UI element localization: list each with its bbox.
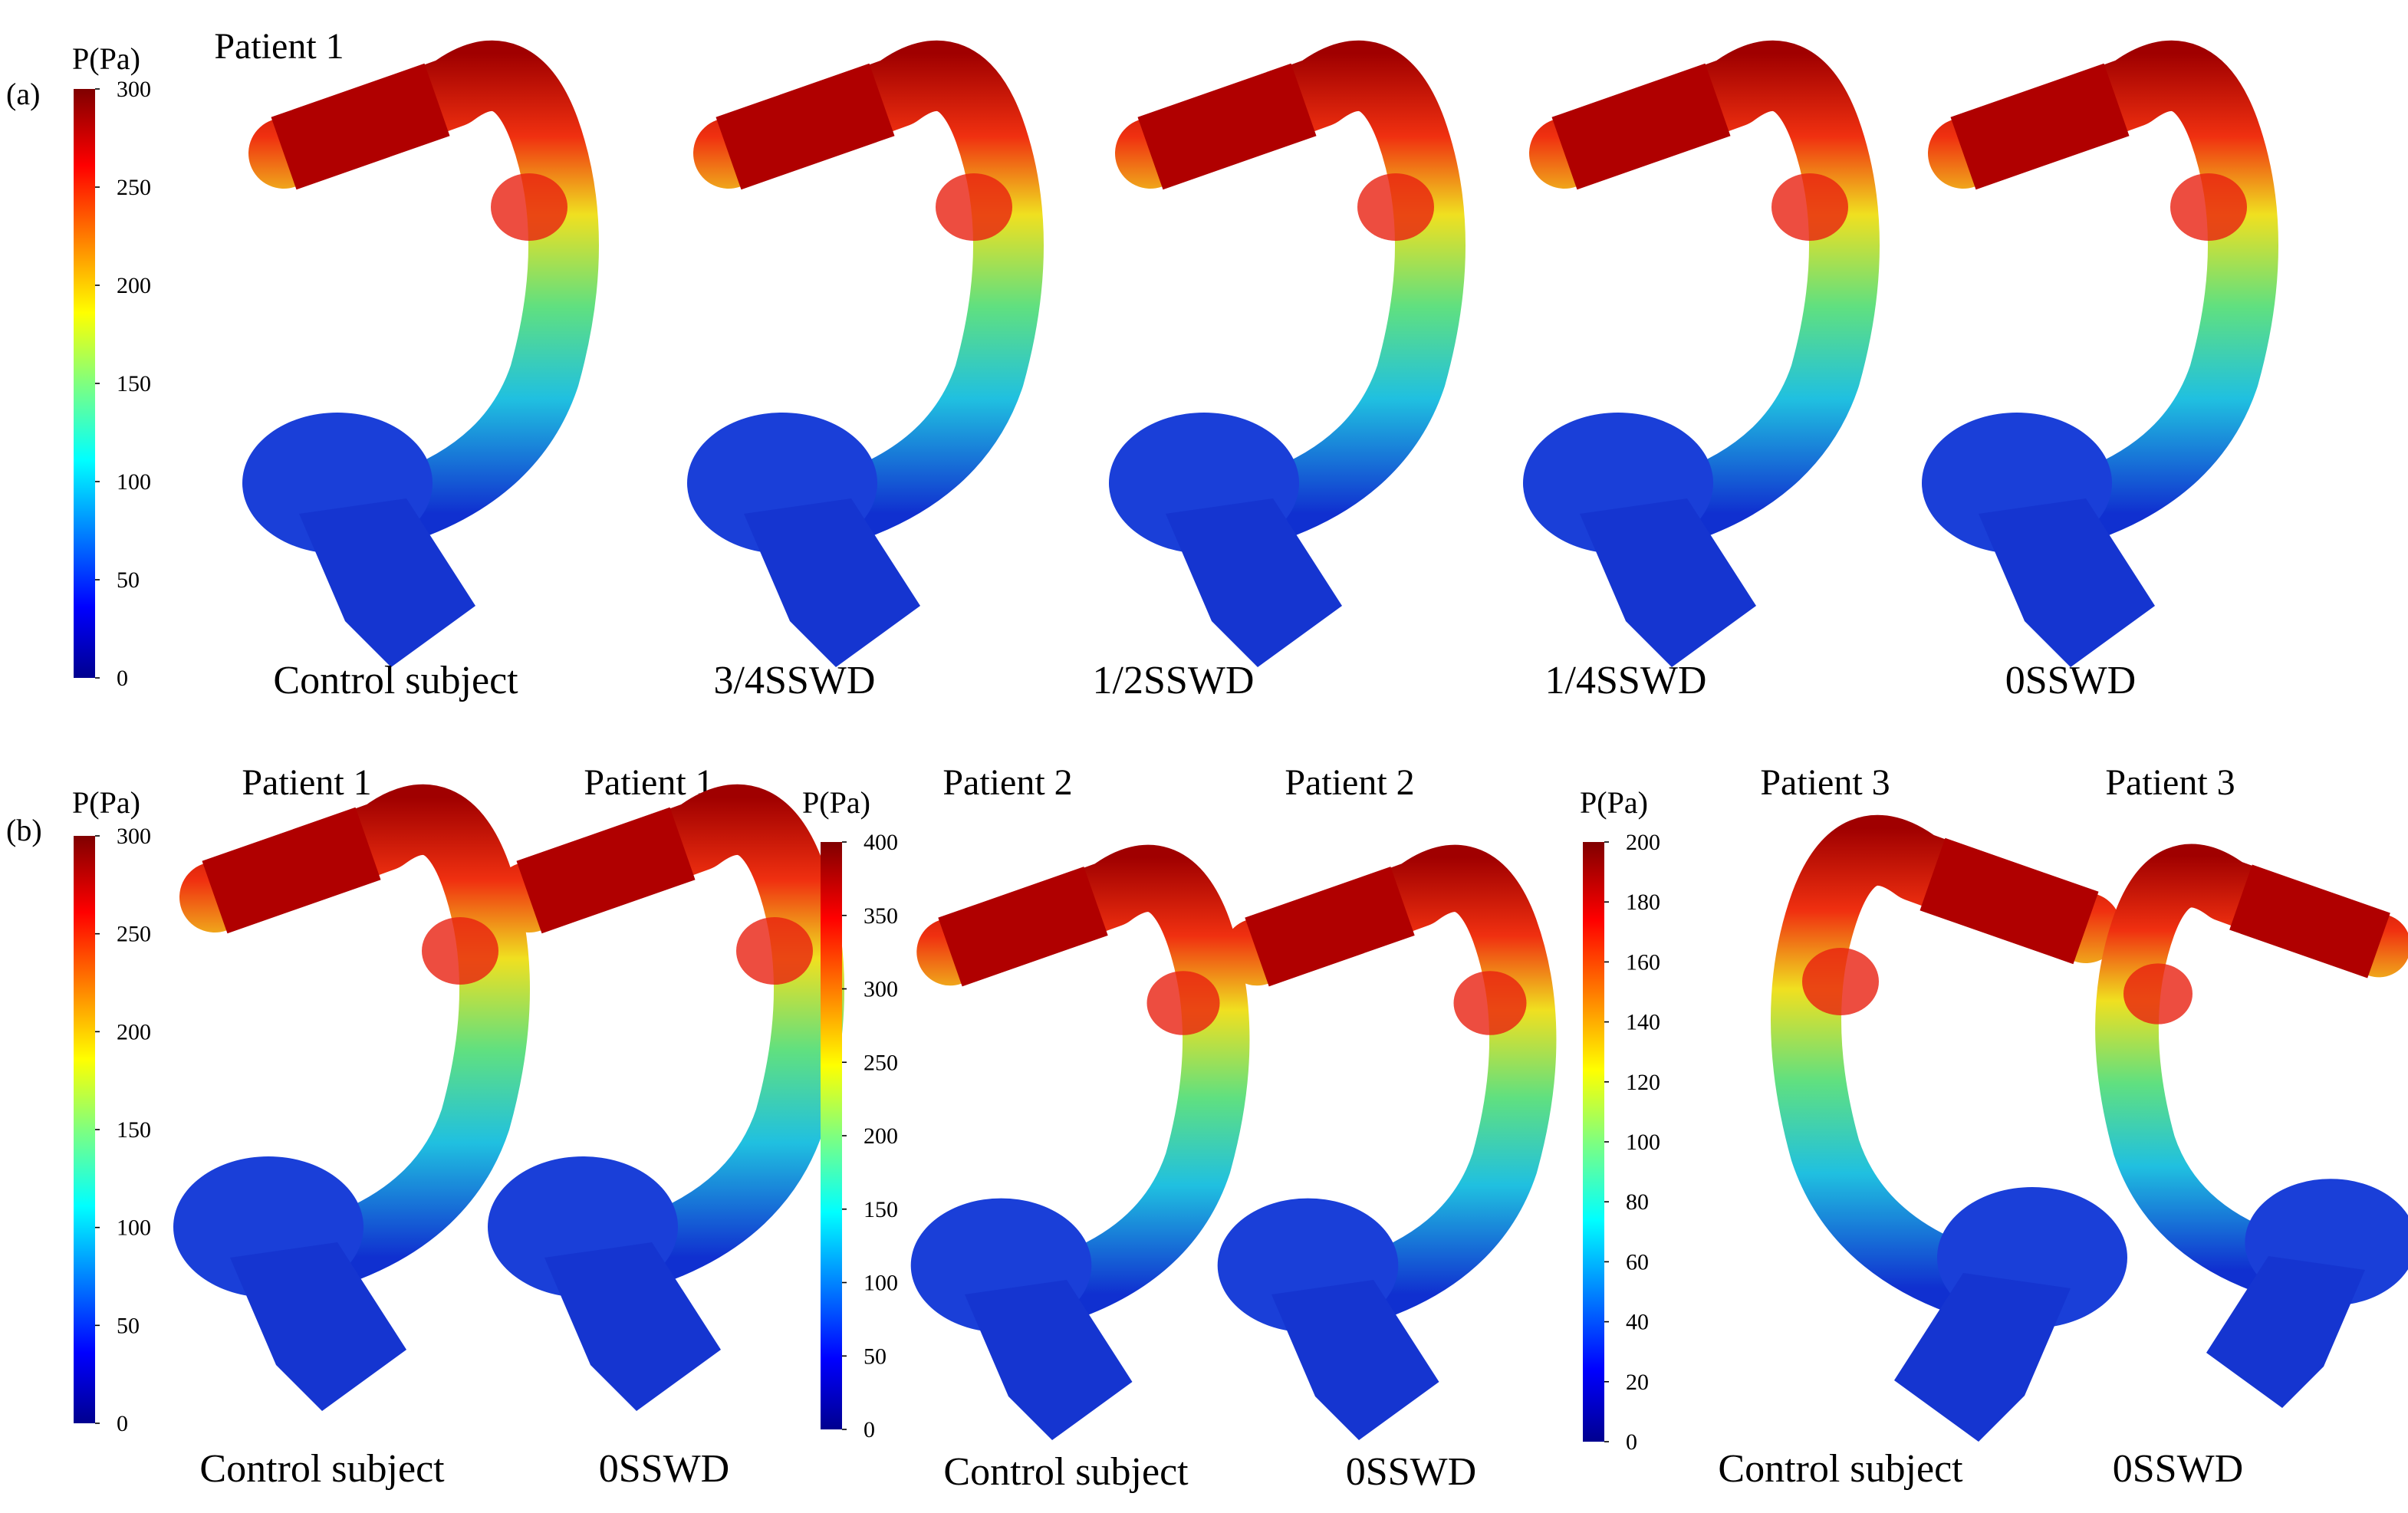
model-render [173, 820, 2408, 1442]
colorbar-tick-label: 150 [117, 1117, 151, 1143]
colorbar-tick-label: 300 [117, 824, 151, 849]
caption: 0SSWD [599, 1447, 729, 1491]
colorbar-tick-label: 180 [1626, 890, 1660, 915]
colorbar-tick-label: 150 [864, 1197, 898, 1222]
colorbar-tick-label: 250 [117, 922, 151, 947]
colorbar-tick-label: 100 [864, 1271, 898, 1296]
colorbar-tick-label: 300 [117, 77, 151, 102]
colorbar-tick-label: 400 [864, 830, 898, 855]
model-render [242, 76, 2247, 667]
colorbar-tick-label: 80 [1626, 1189, 1649, 1215]
colorbar-title: P(Pa) [1580, 785, 1648, 820]
colorbar-tick-label: 0 [117, 666, 128, 691]
patient-title: Patient 3 [1760, 762, 1890, 803]
patient-title: Patient 2 [942, 762, 1072, 803]
colorbar-tick-label: 50 [864, 1344, 887, 1369]
colorbar [74, 89, 95, 678]
colorbar-tick-label: 100 [117, 469, 151, 495]
colorbar-tick-label: 60 [1626, 1249, 1649, 1275]
colorbar-tick-label: 300 [864, 977, 898, 1002]
colorbar-tick-label: 0 [117, 1411, 128, 1436]
panel-label: (b) [6, 813, 42, 847]
colorbar-title: P(Pa) [72, 785, 140, 820]
colorbar-tick-label: 200 [864, 1123, 898, 1149]
colorbar-tick-label: 100 [1626, 1130, 1660, 1155]
patient-title: Patient 2 [1285, 762, 1414, 803]
panel-label: (a) [6, 77, 40, 111]
caption: 0SSWD [2005, 659, 2136, 702]
colorbar-title: P(Pa) [802, 785, 870, 820]
colorbar-tick-label: 250 [864, 1050, 898, 1075]
caption: 1/4SSWD [1545, 659, 1707, 702]
caption: 1/2SSWD [1093, 659, 1255, 702]
colorbar [821, 842, 842, 1429]
colorbar-tick-label: 140 [1626, 1010, 1660, 1035]
colorbar-tick-label: 160 [1626, 949, 1660, 975]
colorbar-tick-label: 100 [117, 1215, 151, 1241]
colorbar-tick-label: 350 [864, 903, 898, 929]
patient-title: Patient 1 [584, 762, 713, 803]
colorbar-tick-label: 50 [117, 1313, 140, 1338]
caption: Control subject [943, 1450, 1189, 1494]
colorbar-title: P(Pa) [72, 41, 140, 76]
colorbar-tick-label: 200 [117, 273, 151, 298]
caption: 0SSWD [2113, 1447, 2243, 1491]
colorbar-tick-label: 0 [864, 1417, 875, 1442]
colorbar-tick-label: 120 [1626, 1070, 1660, 1095]
caption: Control subject [199, 1447, 445, 1491]
colorbar-tick-label: 250 [117, 175, 151, 200]
colorbar-tick-label: 200 [117, 1019, 151, 1044]
colorbar-tick-label: 40 [1626, 1310, 1649, 1335]
patient-title: Patient 1 [242, 762, 371, 803]
colorbar [1583, 842, 1604, 1442]
colorbar [74, 836, 95, 1423]
caption: 0SSWD [1346, 1450, 1476, 1494]
colorbar-tick-label: 150 [117, 371, 151, 396]
patient-title: Patient 3 [2105, 762, 2235, 803]
caption: Control subject [273, 659, 518, 702]
caption: Control subject [1718, 1447, 1963, 1491]
figure-content: (a) Patient 1 P(Pa) Control subject 3/4S… [6, 26, 2408, 1494]
patient-title: Patient 1 [214, 26, 344, 67]
colorbar-tick-label: 200 [1626, 830, 1660, 855]
colorbar-tick-label: 50 [117, 567, 140, 593]
colorbar-tick-label: 0 [1626, 1429, 1637, 1455]
caption: 3/4SSWD [714, 659, 876, 702]
colorbar-tick-label: 20 [1626, 1370, 1649, 1395]
